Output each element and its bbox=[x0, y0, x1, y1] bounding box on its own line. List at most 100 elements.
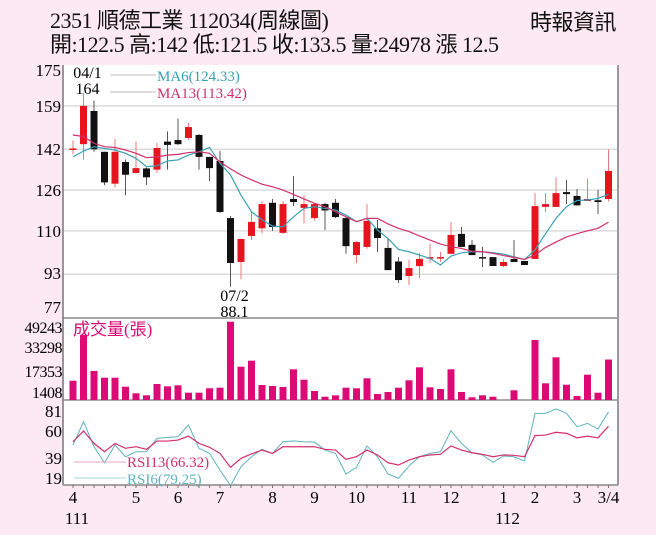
volume-bar bbox=[531, 340, 539, 400]
candle-up bbox=[185, 127, 192, 139]
annotation-high-date: 04/1 bbox=[73, 65, 101, 82]
candle-up bbox=[237, 239, 245, 262]
volume-bar bbox=[216, 387, 224, 400]
price-tick-label: 142 bbox=[36, 140, 62, 159]
candle-down bbox=[143, 168, 150, 178]
legend-ma13: MA13(113.42) bbox=[157, 86, 247, 102]
volume-bar bbox=[342, 387, 350, 400]
legend-rsi13: RSI13(66.32) bbox=[127, 455, 209, 471]
candle-up bbox=[416, 258, 423, 267]
candle-down bbox=[384, 247, 392, 271]
candle-up bbox=[111, 151, 119, 184]
candle-up bbox=[279, 204, 287, 233]
candle-up bbox=[500, 261, 507, 267]
volume-bar bbox=[300, 379, 308, 400]
candle-down bbox=[563, 192, 570, 195]
rsi13-line bbox=[72, 425, 609, 469]
volume-bar bbox=[101, 377, 108, 400]
candle-down bbox=[216, 160, 224, 212]
rsi-tick-label: 81 bbox=[45, 402, 62, 421]
price-tick-label: 110 bbox=[36, 222, 61, 241]
volume-bar bbox=[153, 383, 161, 400]
volume-bar bbox=[395, 387, 402, 400]
candle-down bbox=[479, 257, 486, 259]
candle-up bbox=[300, 204, 308, 208]
volume-bar bbox=[458, 391, 465, 400]
candle-down bbox=[594, 200, 602, 203]
volume-bar bbox=[269, 386, 276, 400]
volume-bar bbox=[353, 388, 360, 400]
price-tick-label: 159 bbox=[36, 97, 62, 116]
volume-bar bbox=[405, 380, 413, 400]
candle-up bbox=[80, 105, 87, 145]
candle-up bbox=[542, 204, 549, 207]
volume-bar bbox=[311, 390, 318, 400]
candle-down bbox=[489, 257, 497, 267]
candle-down bbox=[468, 244, 476, 256]
ma13-line bbox=[72, 134, 609, 261]
x-tick-label: 3/4 bbox=[598, 488, 620, 507]
volume-bar bbox=[437, 389, 444, 400]
candle-down bbox=[174, 140, 182, 145]
volume-bar bbox=[258, 384, 266, 400]
volume-bar bbox=[290, 369, 297, 400]
price-tick-label: 126 bbox=[36, 181, 62, 200]
volume-bar bbox=[479, 395, 486, 400]
volume-bar bbox=[185, 392, 192, 400]
candle-down bbox=[206, 156, 213, 169]
annotation-high-value: 164 bbox=[76, 81, 100, 98]
candle-up bbox=[311, 204, 318, 219]
price-tick-label: 175 bbox=[36, 61, 62, 80]
candle-down bbox=[101, 151, 108, 183]
x-tick-label: 5 bbox=[132, 488, 141, 507]
candle-up bbox=[153, 147, 161, 170]
volume-bar bbox=[80, 335, 87, 400]
x-year-label: 111 bbox=[65, 509, 89, 528]
candle-down bbox=[122, 162, 129, 175]
rsi-tick-label: 19 bbox=[45, 469, 62, 488]
candle-down bbox=[290, 198, 297, 203]
volume-bar bbox=[510, 390, 518, 400]
volume-bar bbox=[143, 395, 150, 400]
legend-ma6: MA6(124.33) bbox=[157, 69, 240, 85]
volume-bar bbox=[174, 385, 182, 400]
candle-up bbox=[605, 170, 612, 199]
x-tick-label: 2 bbox=[531, 488, 540, 507]
candle-down bbox=[395, 261, 402, 281]
candle-down bbox=[227, 218, 234, 263]
volume-bar bbox=[594, 392, 602, 400]
candle-up bbox=[405, 268, 413, 276]
volume-bar bbox=[384, 391, 392, 400]
volume-bar bbox=[573, 396, 581, 400]
volume-bar bbox=[605, 359, 612, 400]
volume-bar bbox=[248, 360, 255, 400]
source-label: 時報資訊 bbox=[529, 10, 617, 35]
annotation-low-value: 88.1 bbox=[221, 304, 249, 321]
volume-bar bbox=[416, 367, 423, 400]
volume-bar bbox=[227, 321, 234, 400]
plot-area bbox=[63, 65, 618, 485]
candle-down bbox=[458, 233, 465, 247]
candle-down bbox=[374, 228, 381, 238]
volume-bar bbox=[447, 369, 455, 400]
candle-down bbox=[195, 134, 203, 157]
volume-bar bbox=[69, 380, 77, 400]
x-tick-label: 8 bbox=[268, 488, 277, 507]
volume-bar bbox=[468, 397, 476, 400]
candle-up bbox=[437, 257, 444, 259]
x-year-label: 112 bbox=[495, 509, 520, 528]
volume-bar bbox=[489, 396, 497, 400]
x-tick-label: 10 bbox=[348, 488, 365, 507]
candle-up bbox=[132, 168, 140, 173]
legend-rsi6: RSI6(79.25) bbox=[127, 472, 202, 488]
volume-bar bbox=[374, 394, 381, 400]
candle-down bbox=[269, 202, 276, 228]
volume-bar bbox=[563, 384, 570, 400]
price-stats: 開:122.5 高:142 低:121.5 收:133.5 量:24978 漲 … bbox=[50, 32, 499, 57]
candle-up bbox=[69, 148, 77, 150]
rsi-tick-label: 39 bbox=[45, 449, 62, 468]
volume-bar bbox=[584, 374, 591, 400]
volume-bar bbox=[426, 387, 434, 400]
candle-down bbox=[342, 218, 350, 247]
